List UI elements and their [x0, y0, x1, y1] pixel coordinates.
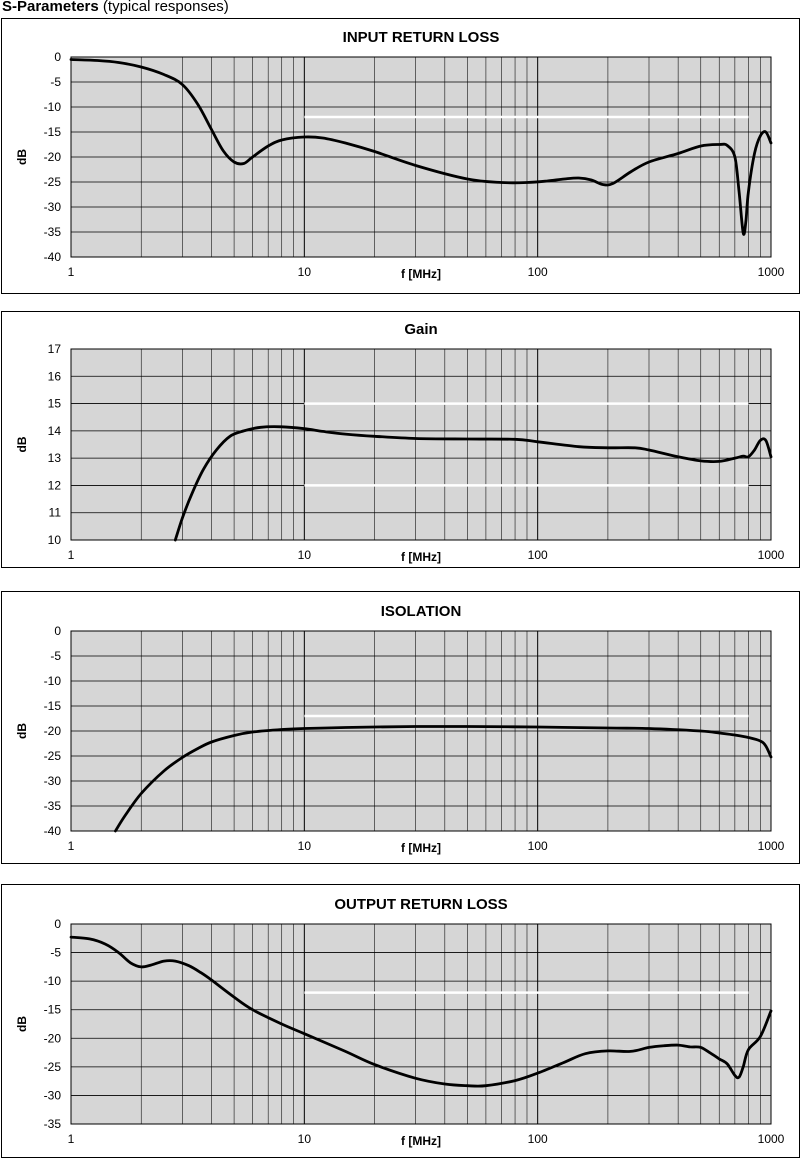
y-tick-label: -15: [44, 699, 62, 713]
chart-2: Gain 17 16 15 14 13 12 11 10 1 10 100 1000 f [MHz] dB: [1, 311, 800, 568]
x-tick-label: 100: [528, 1132, 548, 1146]
y-tick-label: -30: [44, 1088, 62, 1102]
y-tick-label: -25: [44, 1060, 62, 1074]
x-tick-label: 1: [68, 548, 75, 562]
y-tick-label: 0: [54, 624, 61, 638]
chart-title: Gain: [404, 321, 437, 338]
y-tick-label: -35: [44, 1117, 62, 1131]
y-axis-label: dB: [15, 1016, 29, 1032]
y-tick-label: 16: [48, 369, 62, 383]
y-tick-label: 11: [49, 506, 62, 520]
x-tick-label: 100: [528, 839, 548, 853]
y-tick-label: -20: [44, 1031, 62, 1045]
plot-border: [70, 923, 772, 1125]
x-tick-label: 1000: [758, 548, 785, 562]
y-tick-label: -25: [44, 175, 62, 189]
x-tick-label: 10: [298, 839, 312, 853]
x-axis-label: f [MHz]: [401, 267, 441, 281]
page-heading: S-Parameters (typical responses): [2, 0, 229, 15]
y-tick-label: -40: [44, 824, 62, 838]
x-tick-label: 1: [68, 265, 75, 279]
plot-border: [70, 348, 772, 541]
y-tick-label: 13: [48, 451, 62, 465]
plot-area: [71, 924, 771, 1124]
y-tick-label: -30: [44, 200, 62, 214]
y-tick-label: 12: [48, 478, 62, 492]
x-tick-label: 10: [298, 548, 312, 562]
heading-rest: (typical responses): [102, 0, 229, 15]
chart-1: INPUT RETURN LOSS 0 -5 -10 -15 -20 -25 -30 -35 -4…: [1, 18, 800, 294]
y-tick-label: -5: [50, 946, 61, 960]
y-tick-label: -20: [44, 724, 62, 738]
data-line-s11: [69, 58, 773, 236]
y-tick-label: -5: [50, 649, 61, 663]
y-tick-label: -20: [44, 150, 62, 164]
x-tick-label: 1: [68, 839, 75, 853]
y-axis-label: dB: [15, 149, 29, 165]
data-line-s22: [69, 935, 773, 1088]
chart-title: ISOLATION: [381, 603, 462, 620]
y-tick-label: -40: [44, 250, 62, 264]
plot-area: [71, 349, 771, 540]
x-tick-label: 10: [298, 1132, 312, 1146]
y-tick-label: -35: [44, 225, 62, 239]
x-tick-label: 1: [68, 1132, 75, 1146]
y-tick-label: -15: [44, 125, 62, 139]
chart-3: ISOLATION 0 -5 -10 -15 -20 -25 -30 -35 -40 1 10 100 1…: [1, 591, 800, 864]
x-axis-label: f [MHz]: [401, 550, 441, 564]
y-tick-label: 0: [54, 917, 61, 931]
y-tick-label: -25: [44, 749, 62, 763]
x-tick-label: 1000: [758, 839, 785, 853]
x-tick-label: 100: [528, 265, 548, 279]
y-tick-label: 17: [48, 342, 62, 356]
plot-border: [70, 56, 772, 258]
y-tick-label: -15: [44, 1003, 62, 1017]
y-tick-label: -10: [44, 100, 62, 114]
chart-4: OUTPUT RETURN LOSS 0 -5 -10 -15 -20 -25 -30 -35 1…: [1, 884, 800, 1158]
y-tick-label: 10: [48, 533, 62, 547]
chart-title: INPUT RETURN LOSS: [343, 29, 500, 46]
y-tick-label: -30: [44, 774, 62, 788]
y-tick-label: 15: [48, 397, 62, 411]
x-tick-label: 100: [528, 548, 548, 562]
x-axis-label: f [MHz]: [401, 1134, 441, 1148]
y-tick-label: -10: [44, 674, 62, 688]
y-tick-label: -5: [50, 75, 61, 89]
plot-border: [70, 630, 772, 832]
x-tick-label: 10: [298, 265, 312, 279]
x-tick-label: 1000: [758, 1132, 785, 1146]
y-tick-label: 0: [54, 50, 61, 64]
y-axis-label: dB: [15, 723, 29, 739]
y-axis-label: dB: [15, 436, 29, 452]
data-line-s12: [114, 725, 773, 833]
y-tick-label: 14: [48, 424, 62, 438]
chart-title: OUTPUT RETURN LOSS: [334, 896, 507, 913]
x-tick-label: 1000: [758, 265, 785, 279]
heading-bold: S-Parameters: [2, 0, 99, 15]
data-line-s21: [173, 425, 773, 542]
y-tick-label: -35: [44, 799, 62, 813]
y-tick-label: -10: [44, 974, 62, 988]
x-axis-label: f [MHz]: [401, 841, 441, 855]
